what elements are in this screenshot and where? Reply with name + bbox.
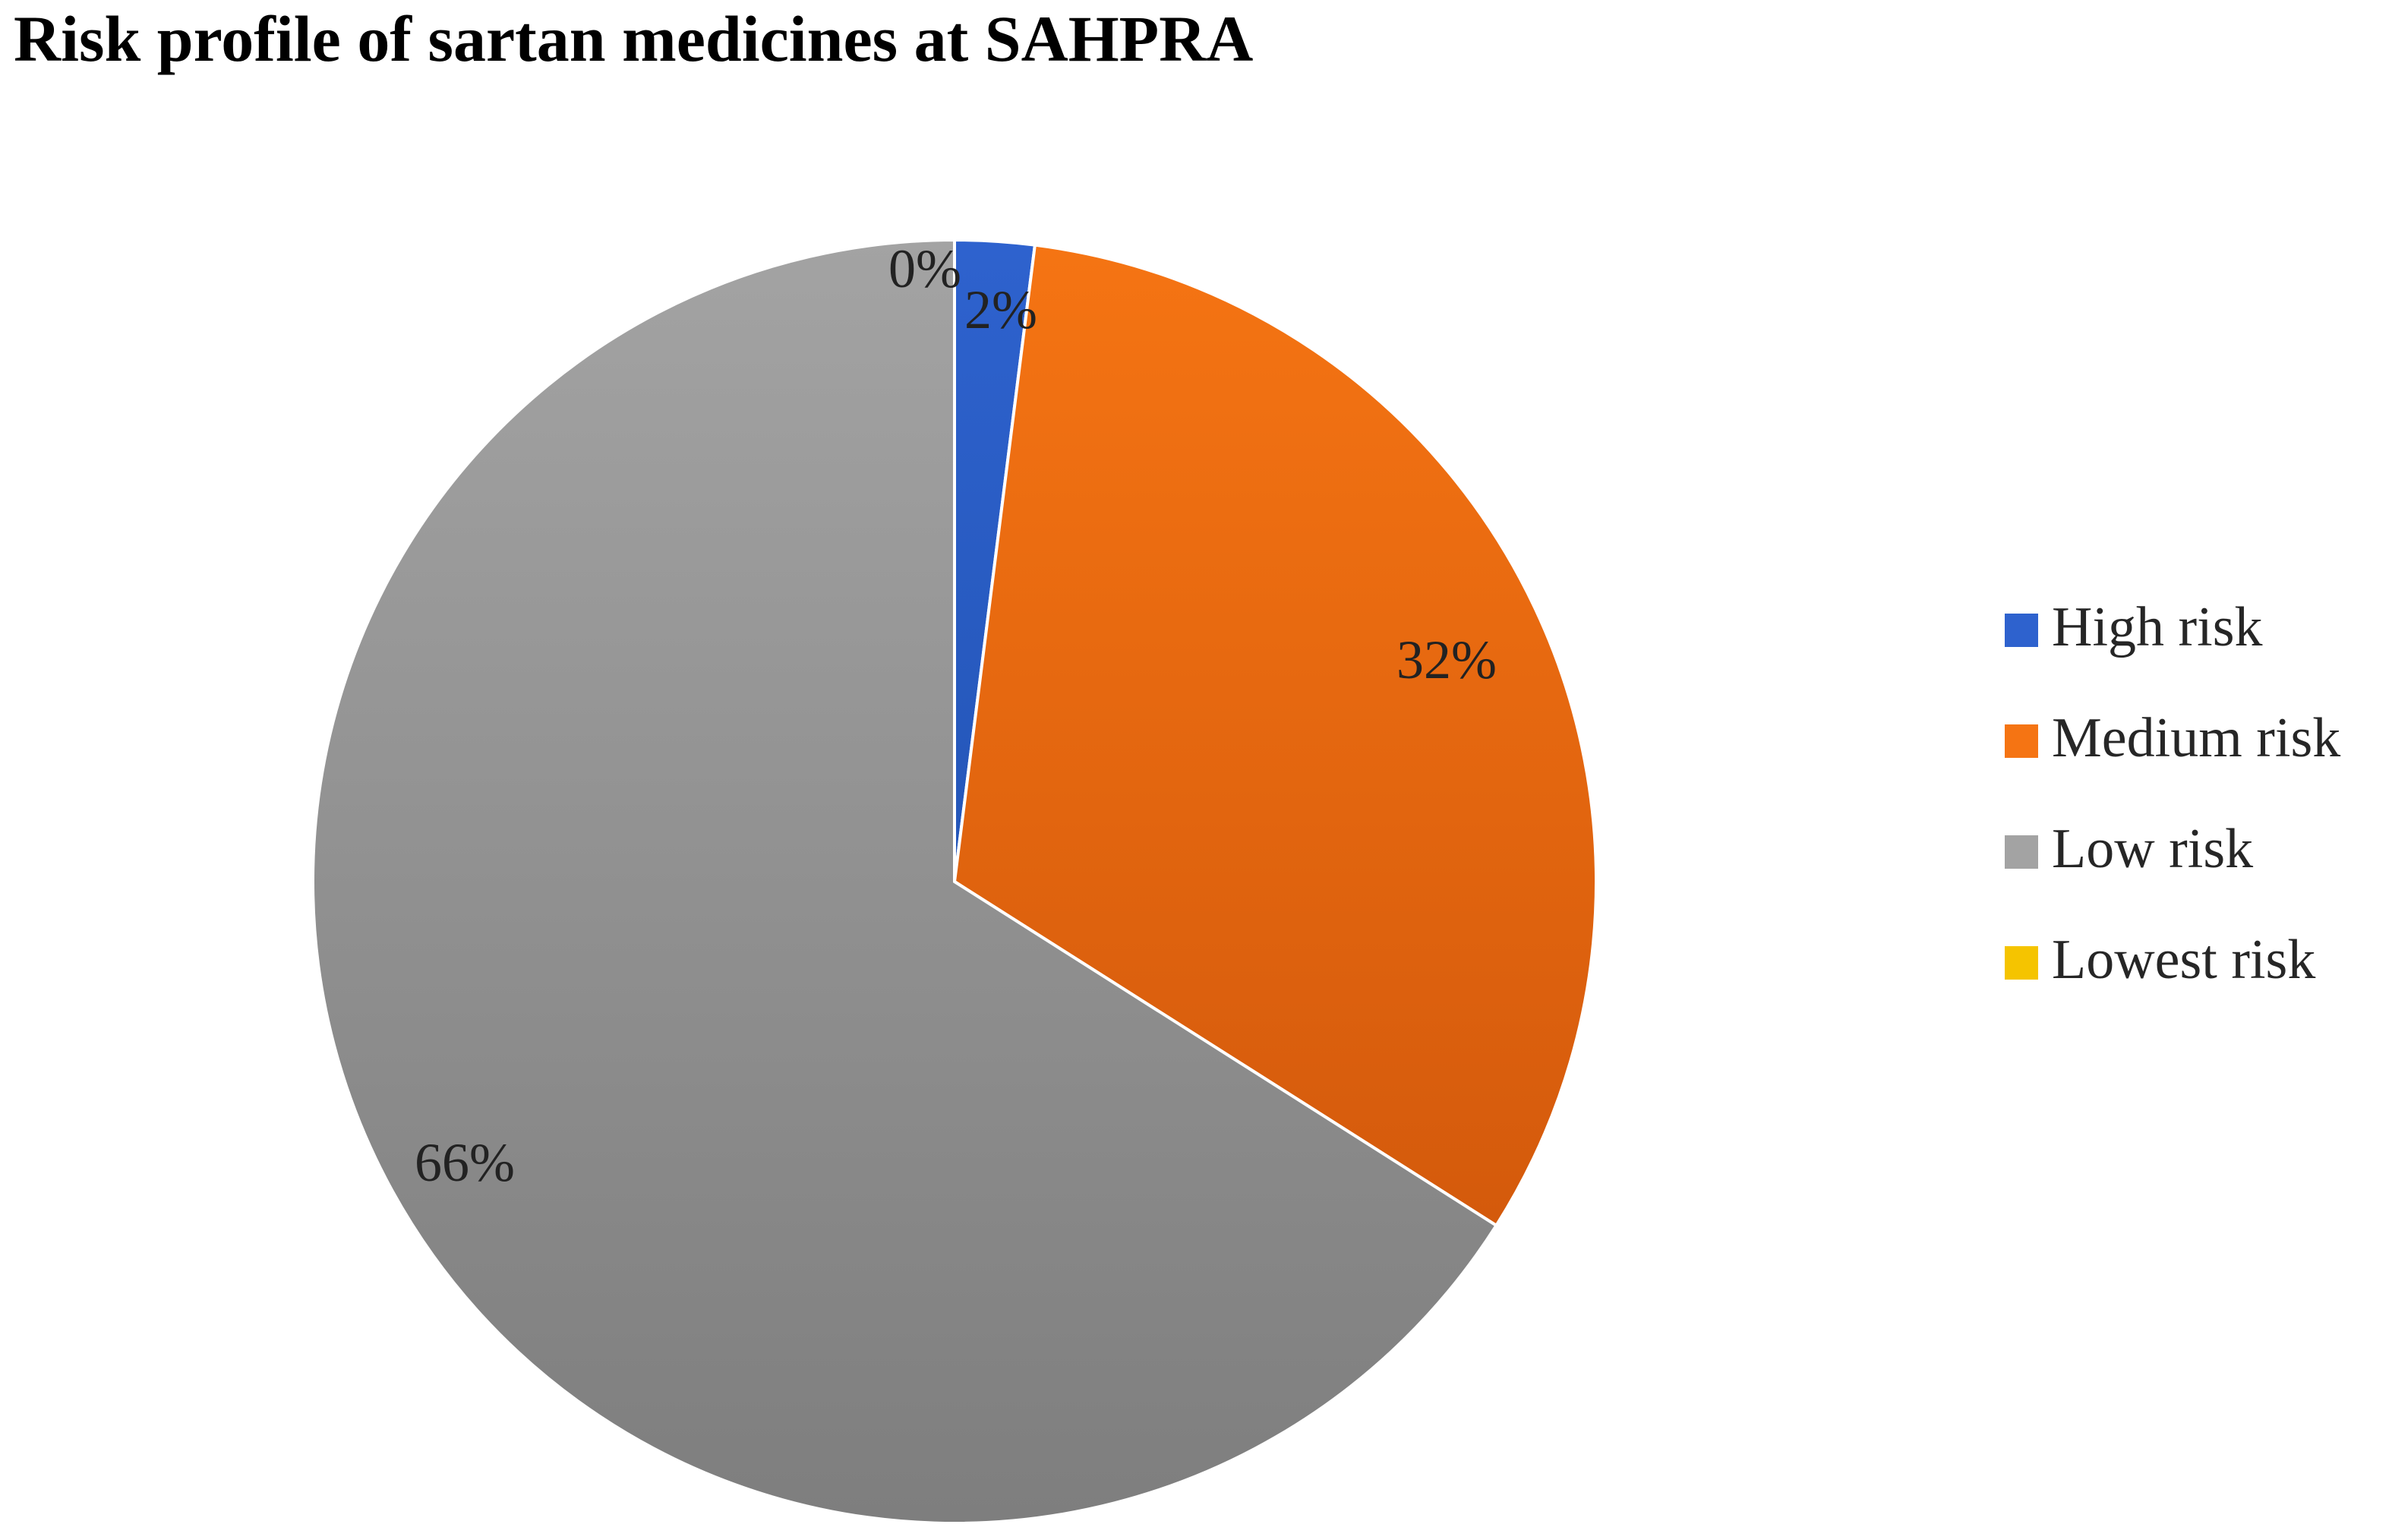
slice-low-risk xyxy=(311,238,1499,1525)
data-label-high-risk: 2% xyxy=(964,279,1037,340)
data-label-low-risk: 66% xyxy=(415,1132,515,1193)
legend-label-medium-risk: Medium risk xyxy=(2052,707,2340,769)
legend-swatch-low-risk xyxy=(2005,835,2038,869)
legend-swatch-medium-risk xyxy=(2005,724,2038,758)
legend-item-low-risk: Low risk xyxy=(2005,818,2253,880)
legend-swatch-lowest-risk xyxy=(2005,946,2038,980)
chart-title: Risk profile of sartan medicines at SAHP… xyxy=(14,2,1254,75)
legend-item-high-risk: High risk xyxy=(2005,596,2263,658)
legend: High risk Medium risk Low risk Lowest risk xyxy=(2005,596,2340,991)
pie-slices xyxy=(311,238,1598,1525)
slice-medium-risk xyxy=(952,243,1598,1228)
data-label-medium-risk: 32% xyxy=(1396,630,1497,690)
legend-label-high-risk: High risk xyxy=(2052,596,2263,658)
legend-item-medium-risk: Medium risk xyxy=(2005,707,2340,769)
legend-label-lowest-risk: Lowest risk xyxy=(2052,929,2315,991)
data-label-lowest-risk: 0% xyxy=(888,238,961,299)
legend-swatch-high-risk xyxy=(2005,614,2038,647)
legend-label-low-risk: Low risk xyxy=(2052,818,2253,880)
data-labels: 2% 32% 66% 0% xyxy=(415,238,1497,1193)
legend-item-lowest-risk: Lowest risk xyxy=(2005,929,2315,991)
